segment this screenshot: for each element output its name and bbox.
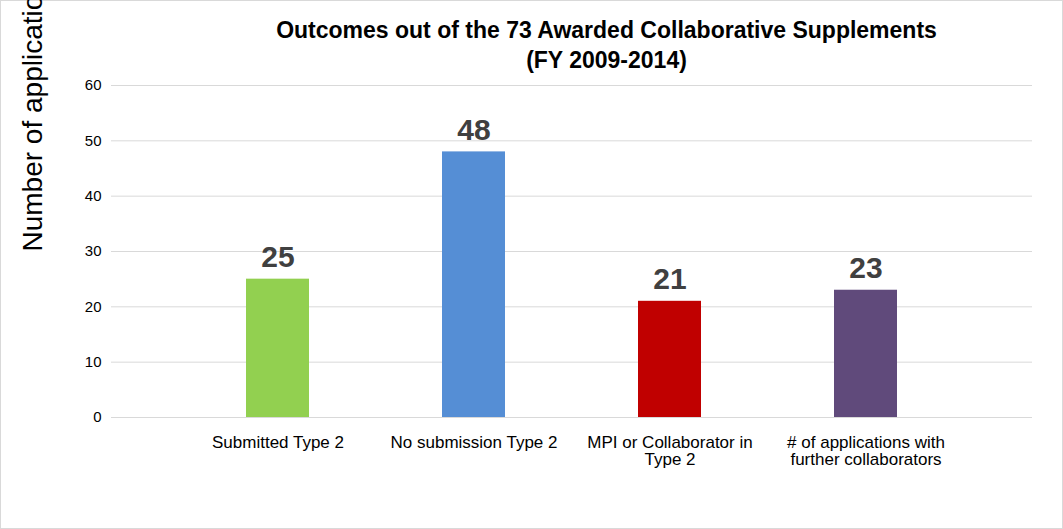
html-text:Outcomes out of the 73 Awarded: Outcomes out of the 73 Awarded Collabora… — [276, 17, 937, 43]
svg-text:# of applications withfurther: # of applications withfurther collaborat… — [787, 433, 945, 469]
svg-text:48: 48 — [457, 113, 490, 146]
svg-text:25: 25 — [261, 240, 294, 273]
svg-text:20: 20 — [85, 298, 102, 315]
svg-text:Number of applications: Number of applications — [17, 0, 48, 252]
svg-text:40: 40 — [85, 187, 102, 204]
svg-text:23: 23 — [849, 251, 882, 284]
svg-text:0: 0 — [93, 408, 101, 425]
svg-text:10: 10 — [85, 353, 102, 370]
svg-text:Submitted Type 2: Submitted Type 2 — [212, 433, 344, 452]
svg-text:21: 21 — [653, 262, 686, 295]
svg-text:30: 30 — [85, 242, 102, 259]
svg-text:60: 60 — [85, 76, 102, 93]
svg-text:No submission Type 2: No submission Type 2 — [391, 433, 558, 452]
svg-text:50: 50 — [85, 132, 102, 149]
svg-text:MPI or Collaborator inType 2: MPI or Collaborator inType 2 — [587, 433, 752, 469]
html-text:(FY 2009-2014): (FY 2009-2014) — [526, 47, 687, 73]
